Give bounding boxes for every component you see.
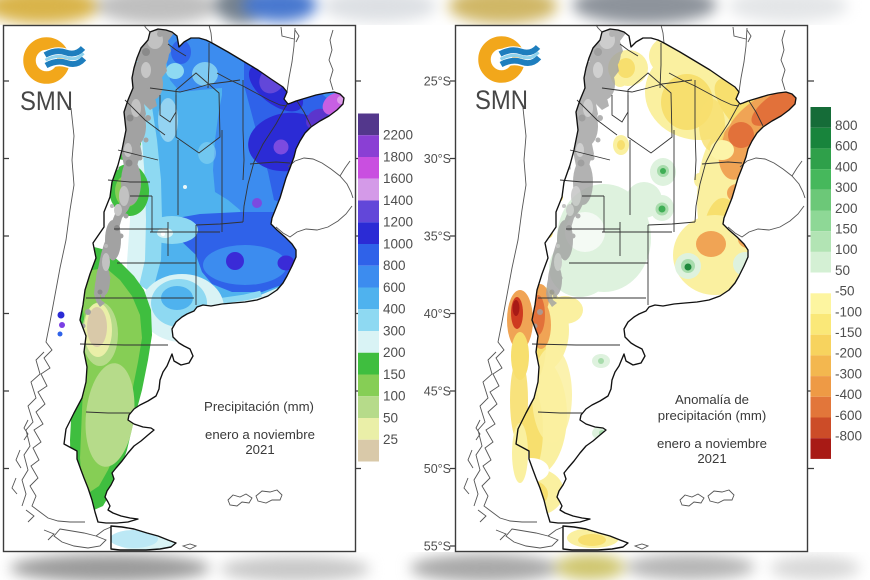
svg-text:50: 50 bbox=[383, 410, 398, 425]
svg-text:1400: 1400 bbox=[383, 193, 413, 208]
svg-text:150: 150 bbox=[835, 222, 858, 237]
svg-text:50: 50 bbox=[835, 263, 850, 278]
svg-text:2021: 2021 bbox=[697, 451, 726, 466]
svg-text:25: 25 bbox=[383, 432, 398, 447]
svg-text:800: 800 bbox=[383, 258, 406, 273]
svg-text:Anomalía de: Anomalía de bbox=[675, 392, 749, 407]
svg-text:-200: -200 bbox=[835, 346, 862, 361]
svg-text:400: 400 bbox=[835, 159, 858, 174]
svg-text:200: 200 bbox=[383, 345, 406, 360]
svg-text:600: 600 bbox=[383, 280, 406, 295]
svg-text:precipitación (mm): precipitación (mm) bbox=[658, 408, 766, 423]
svg-text:600: 600 bbox=[835, 139, 858, 154]
svg-text:300: 300 bbox=[383, 323, 406, 338]
svg-text:35°S: 35°S bbox=[424, 230, 451, 244]
svg-text:-800: -800 bbox=[835, 429, 862, 444]
svg-text:Precipitación (mm): Precipitación (mm) bbox=[204, 399, 314, 414]
svg-text:-50: -50 bbox=[835, 284, 855, 299]
svg-text:-100: -100 bbox=[835, 304, 862, 319]
svg-text:enero a noviembre: enero a noviembre bbox=[657, 436, 767, 451]
svg-text:400: 400 bbox=[383, 302, 406, 317]
svg-text:-600: -600 bbox=[835, 408, 862, 423]
svg-text:50°S: 50°S bbox=[424, 462, 451, 476]
svg-text:1600: 1600 bbox=[383, 171, 413, 186]
svg-text:-400: -400 bbox=[835, 387, 862, 402]
svg-text:45°S: 45°S bbox=[424, 385, 451, 399]
svg-text:150: 150 bbox=[383, 367, 406, 382]
svg-text:30°S: 30°S bbox=[424, 152, 451, 166]
svg-text:1000: 1000 bbox=[383, 236, 413, 251]
svg-text:SMN: SMN bbox=[20, 86, 73, 116]
svg-text:40°S: 40°S bbox=[424, 307, 451, 321]
svg-text:2200: 2200 bbox=[383, 128, 413, 143]
svg-text:25°S: 25°S bbox=[424, 75, 451, 89]
svg-text:-300: -300 bbox=[835, 366, 862, 381]
svg-text:55°S: 55°S bbox=[424, 540, 451, 554]
svg-text:enero a noviembre: enero a noviembre bbox=[205, 427, 315, 442]
svg-text:1200: 1200 bbox=[383, 215, 413, 230]
svg-text:200: 200 bbox=[835, 201, 858, 216]
svg-text:100: 100 bbox=[835, 242, 858, 257]
svg-text:300: 300 bbox=[835, 180, 858, 195]
svg-text:2021: 2021 bbox=[245, 442, 274, 457]
svg-text:1800: 1800 bbox=[383, 149, 413, 164]
svg-text:-150: -150 bbox=[835, 325, 862, 340]
svg-text:100: 100 bbox=[383, 389, 406, 404]
svg-text:800: 800 bbox=[835, 118, 858, 133]
